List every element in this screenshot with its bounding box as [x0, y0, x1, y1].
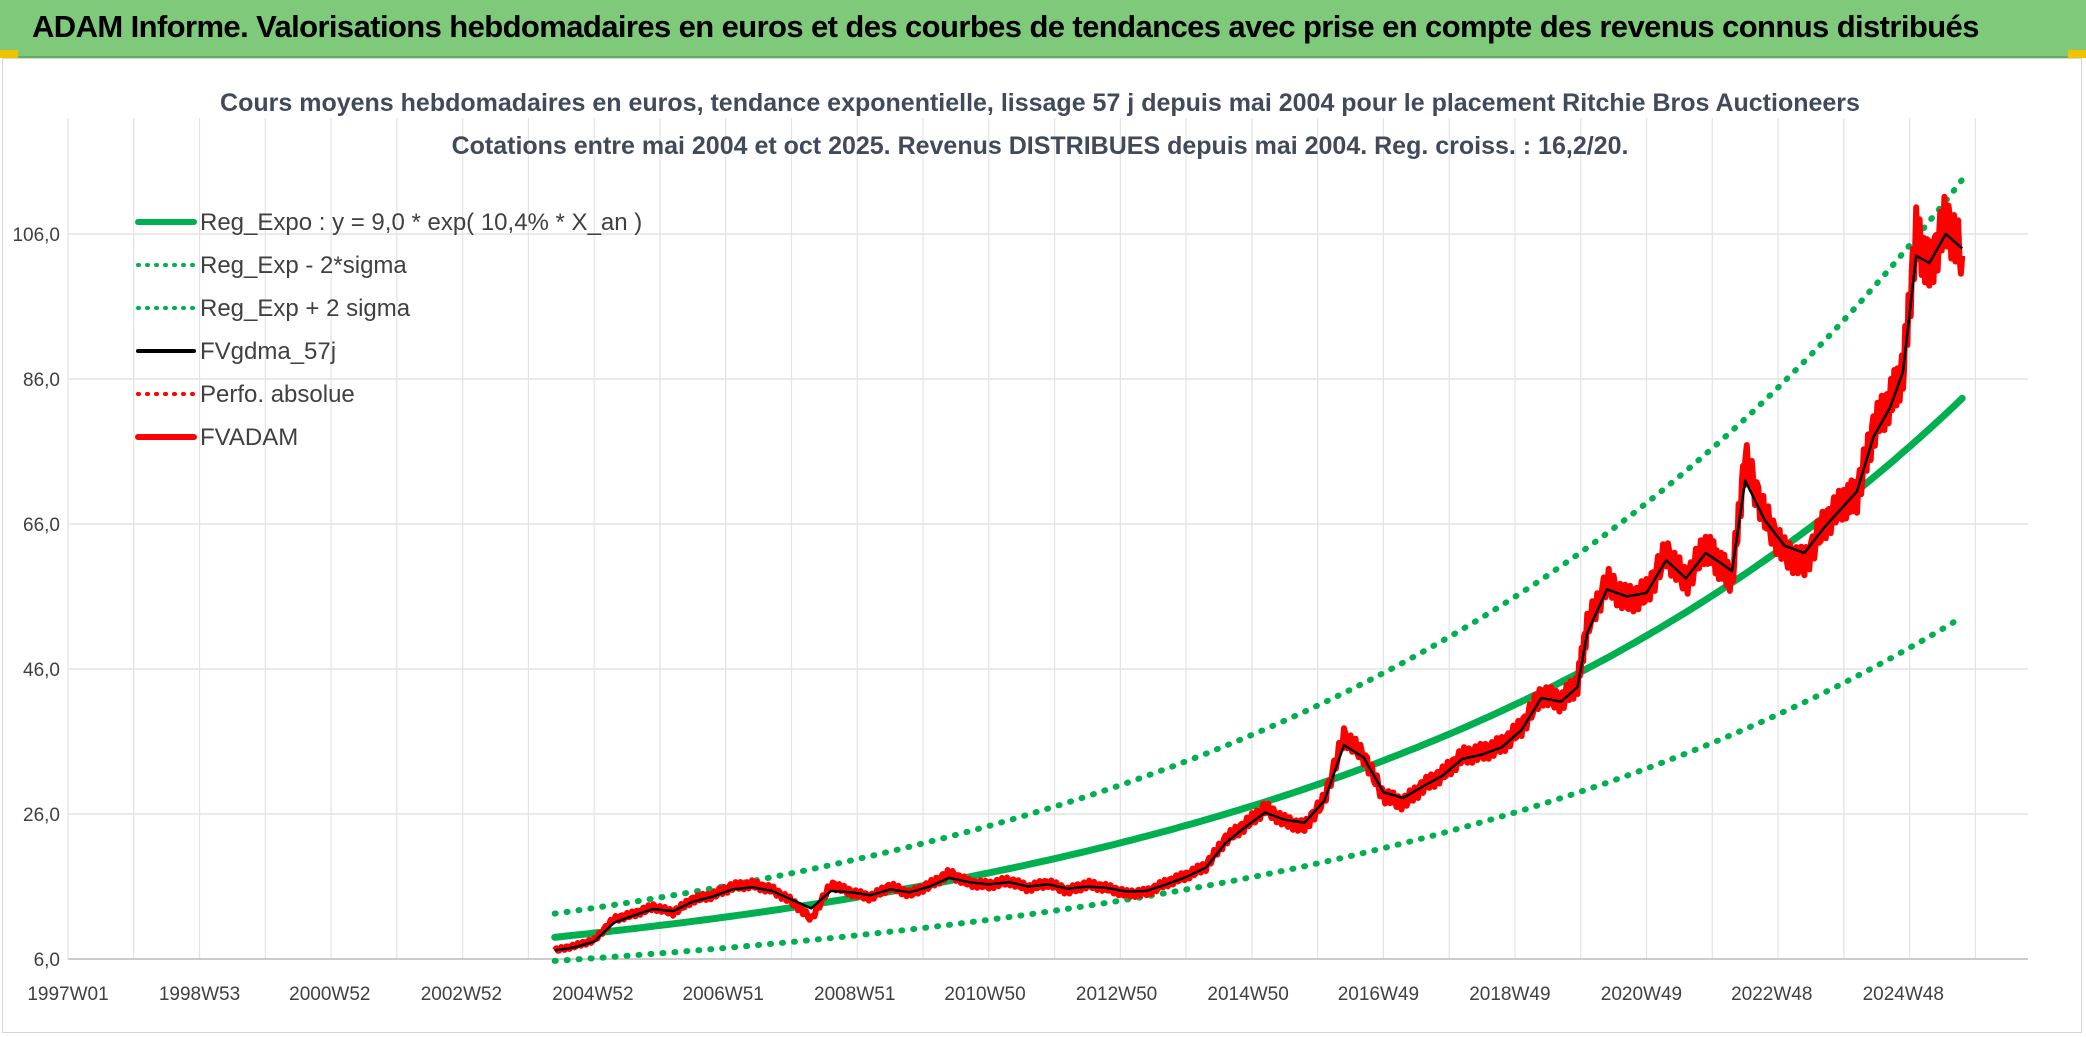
y-tick-label: 106,0 [12, 225, 60, 246]
x-tick-label: 2018W49 [1469, 984, 1550, 1005]
series-reg-exp-minus-2sigma [551, 614, 1966, 964]
banner-title: ADAM Informe. Valorisations hebdomadaire… [32, 9, 1979, 44]
series-reg-exp-plus-2sigma [551, 176, 1966, 917]
legend-label-fvadam: FVADAM [200, 424, 298, 451]
x-tick-label: 2008W51 [814, 984, 895, 1005]
x-axis: 1997W01 1998W53 2000W52 2002W52 2004W52 2006W… [27, 984, 1944, 1005]
corner-marker [2068, 50, 2086, 58]
y-tick-label: 46,0 [23, 660, 60, 681]
legend-label-reg_expo: Reg_Expo : y = 9,0 * exp( 10,4% * X_an ) [200, 209, 642, 236]
x-tick-label: 2002W52 [421, 984, 502, 1005]
x-tick-label: 2016W49 [1338, 984, 1419, 1005]
legend-label-reg_plus: Reg_Exp + 2 sigma [200, 295, 411, 322]
x-tick-label: 2020W49 [1601, 984, 1682, 1005]
x-tick-label: 2004W52 [552, 984, 633, 1005]
y-tick-label: 66,0 [23, 515, 60, 536]
y-axis: 6,0 26,0 46,0 66,0 86,0 106,0 [12, 225, 60, 971]
corner-marker [0, 50, 18, 58]
chart-grid [67, 118, 2028, 960]
x-tick-label: 2014W50 [1207, 984, 1288, 1005]
legend-label-reg_minus: Reg_Exp - 2*sigma [200, 252, 407, 279]
legend-label-perfo: Perfo. absolue [200, 381, 355, 408]
x-tick-label: 1997W01 [27, 984, 108, 1005]
report-banner: ADAM Informe. Valorisations hebdomadaire… [0, 0, 2086, 58]
chart-title-line-1: Cours moyens hebdomadaires en euros, ten… [220, 89, 1860, 117]
x-tick-label: 2012W50 [1076, 984, 1157, 1005]
legend: Reg_Expo : y = 9,0 * exp( 10,4% * X_an )… [135, 209, 642, 451]
x-tick-label: 2000W52 [289, 984, 370, 1005]
legend-label-fvgdma: FVgdma_57j [200, 338, 336, 365]
series-fvgdma-57j [554, 232, 1964, 952]
chart-title-line-2: Cotations entre mai 2004 et oct 2025. Re… [452, 132, 1629, 160]
x-tick-label: 2022W48 [1731, 984, 1812, 1005]
y-tick-label: 86,0 [23, 370, 60, 391]
chart-frame [2, 58, 2082, 1033]
y-tick-label: 6,0 [34, 950, 60, 971]
x-tick-label: 2024W48 [1863, 984, 1944, 1005]
x-tick-label: 2006W51 [683, 984, 764, 1005]
series-group [551, 176, 1966, 964]
x-tick-label: 2010W50 [944, 984, 1025, 1005]
x-tick-label: 1998W53 [159, 984, 240, 1005]
y-tick-label: 26,0 [23, 805, 60, 826]
